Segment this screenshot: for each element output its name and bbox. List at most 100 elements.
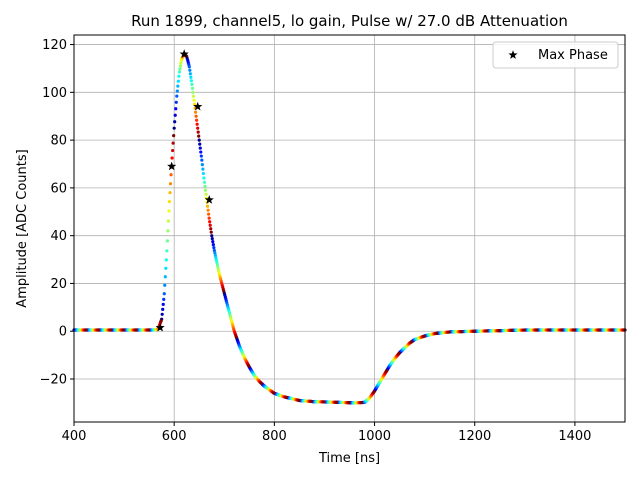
sample-point (191, 94, 196, 98)
sample-point (214, 256, 218, 260)
sample-point (485, 329, 489, 333)
sample-point (161, 307, 165, 311)
sample-point (198, 146, 202, 150)
sample-point (204, 192, 208, 196)
sample-point (192, 98, 196, 102)
sample-point (199, 154, 203, 158)
sample-point (109, 328, 113, 332)
sample-point (199, 150, 203, 154)
sample-point (165, 239, 169, 243)
sample-point (197, 134, 201, 138)
sample-point (216, 268, 221, 273)
sample-point (166, 229, 170, 233)
sample-point (172, 134, 176, 138)
sample-point (610, 328, 614, 332)
sample-point (174, 100, 178, 104)
sample-point (222, 289, 226, 293)
sample-point (547, 328, 551, 332)
sample-point (192, 102, 197, 106)
sample-point (162, 297, 166, 301)
x-tick-label: 1000 (358, 429, 391, 444)
sample-point (203, 188, 208, 192)
y-tick-label: 40 (50, 229, 67, 244)
sample-point (284, 395, 288, 399)
sample-point (372, 390, 376, 394)
y-tick-label: 80 (50, 134, 67, 149)
sample-point (190, 86, 195, 90)
sample-point (196, 130, 200, 134)
y-axis-label: Amplitude [ADC Counts] (15, 149, 30, 307)
sample-point (173, 113, 177, 117)
sample-point (397, 351, 401, 355)
y-tick-label: 0 (59, 325, 67, 340)
sample-point (168, 182, 173, 186)
x-tick-label: 1400 (558, 429, 591, 444)
legend-box (492, 41, 619, 69)
sample-point (167, 209, 171, 213)
chart-title: Run 1899, channel5, lo gain, Pulse w/ 27… (131, 12, 568, 30)
sample-point (196, 126, 200, 130)
sample-point (216, 266, 220, 270)
x-tick-label: 800 (262, 429, 287, 444)
grid (73, 35, 625, 422)
sample-point (215, 261, 219, 265)
sample-point (168, 191, 172, 195)
sample-point (206, 208, 210, 212)
sample-point (173, 120, 177, 124)
sample-point (422, 334, 426, 338)
sample-point (200, 163, 204, 167)
sample-point (171, 148, 175, 153)
sample-point (176, 84, 180, 88)
sample-point (208, 220, 212, 224)
sample-point (166, 219, 171, 223)
sample-point (175, 94, 179, 98)
sample-point (164, 266, 168, 270)
sample-point (211, 243, 215, 247)
sample-point (190, 82, 194, 86)
sample-point (447, 330, 451, 334)
sample-point (322, 400, 326, 404)
sample-point (309, 399, 314, 404)
legend-star-icon (508, 50, 518, 59)
sample-point (213, 251, 217, 255)
sample-point (359, 400, 364, 405)
sample-point (472, 329, 476, 333)
sample-point (210, 237, 214, 241)
sample-point (160, 312, 164, 316)
y-tick-label: −20 (40, 373, 67, 388)
sample-point (212, 248, 216, 253)
sample-point (597, 328, 602, 332)
sample-point (297, 398, 301, 402)
sample-point (201, 171, 205, 176)
sample-point (193, 110, 198, 114)
sample-point (187, 65, 191, 69)
sample-point (189, 79, 193, 83)
axis-ticks: 400 600 800 1000 1200 1400 −20 0 20 40 60 80 100 120 (40, 38, 592, 444)
sample-point (177, 70, 181, 74)
sample-point (334, 400, 339, 404)
x-axis-label: Time [ns] (318, 451, 380, 466)
sample-point (409, 340, 414, 344)
sample-point (176, 79, 180, 83)
y-tick-label: 100 (42, 86, 67, 101)
x-tick-label: 1200 (458, 429, 491, 444)
y-tick-label: 120 (42, 38, 67, 53)
sample-point (201, 167, 205, 171)
x-tick-label: 400 (62, 429, 87, 444)
sample-point (191, 90, 195, 94)
y-tick-label: 60 (50, 181, 67, 196)
sample-point (197, 138, 201, 142)
sample-point (163, 283, 167, 287)
sample-point (384, 369, 389, 373)
sample-point (209, 227, 213, 231)
max-phase-markers (155, 49, 214, 332)
waveform-points (72, 52, 627, 405)
sample-point (585, 328, 589, 332)
max-phase-marker (155, 322, 165, 332)
x-tick-label: 600 (162, 429, 187, 444)
sample-point (622, 328, 627, 332)
sample-point (96, 328, 101, 332)
sample-point (159, 319, 163, 323)
sample-point (510, 328, 514, 332)
